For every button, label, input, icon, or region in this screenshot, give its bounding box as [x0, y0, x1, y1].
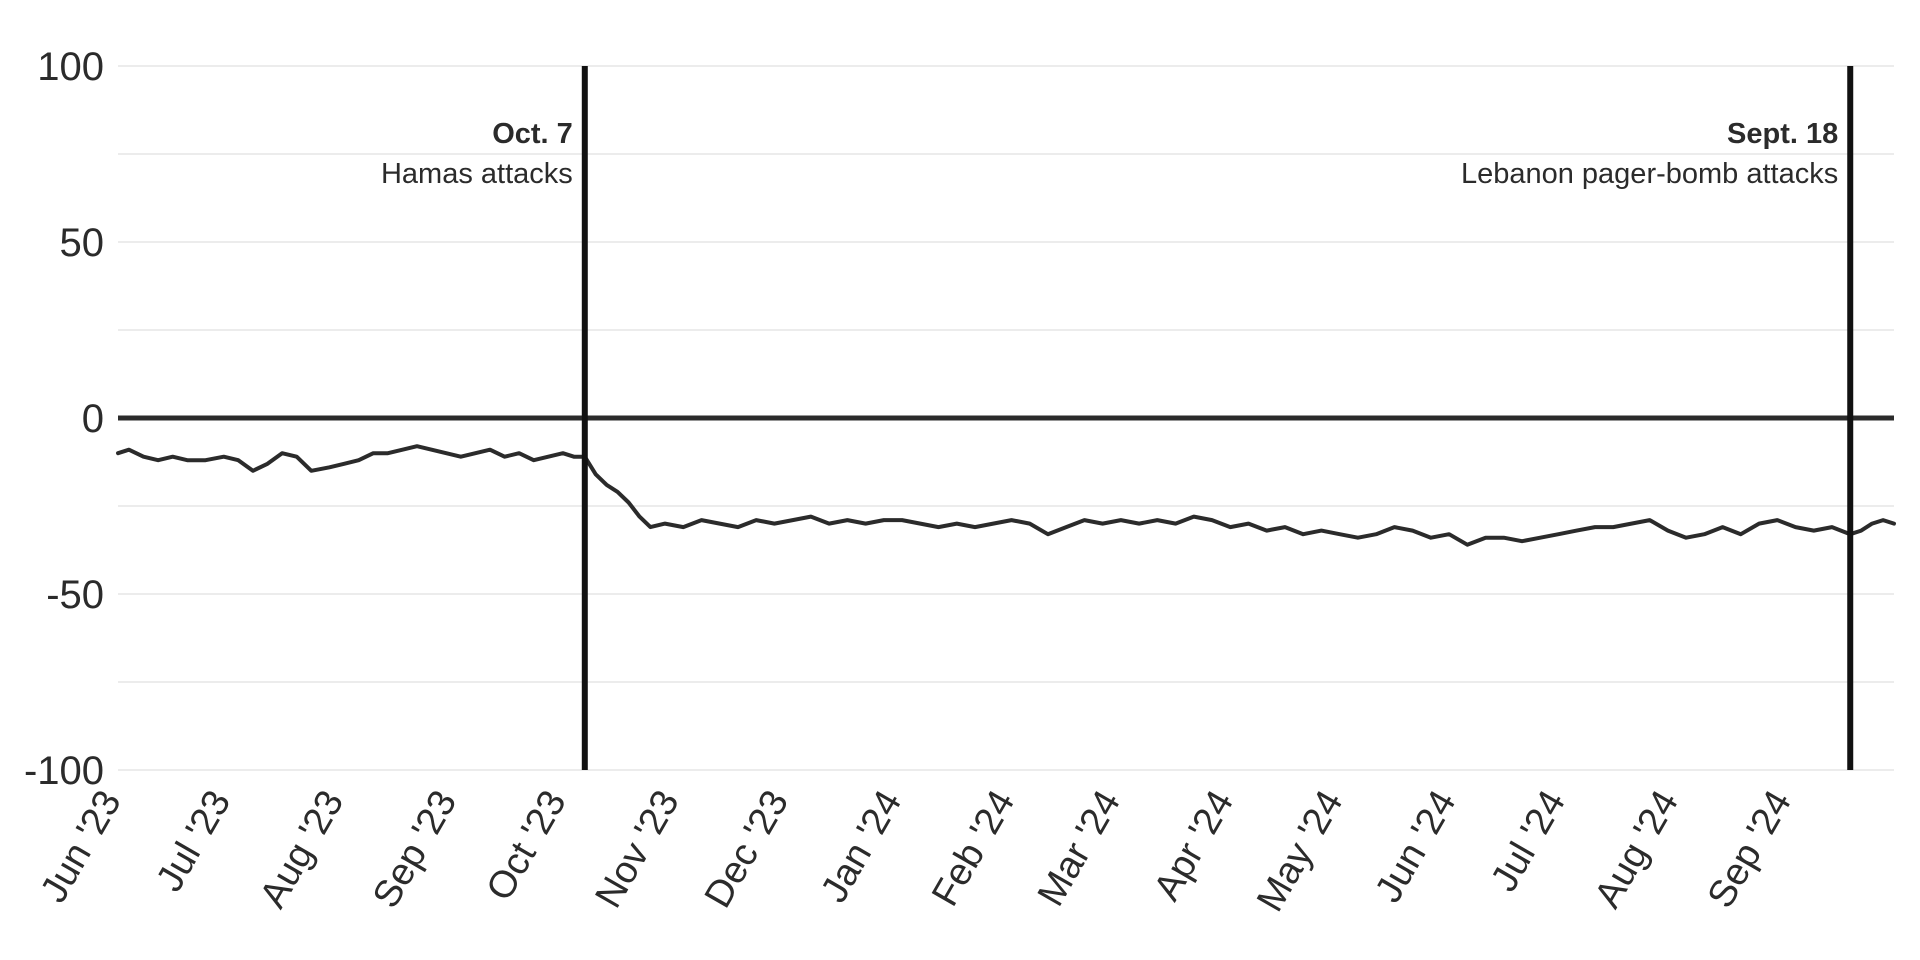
event-date-label: Sept. 18: [1727, 118, 1838, 150]
y-tick-label: 50: [60, 221, 105, 265]
y-axis-tick-labels: 100 50 0 -50 -100: [24, 45, 104, 793]
x-tick-label: Mar '24: [1030, 784, 1129, 914]
gridlines: [118, 65, 1894, 771]
series-layer: [116, 444, 1896, 547]
event-description-label: Lebanon pager-bomb attacks: [1461, 158, 1838, 190]
x-axis-tick-labels: Jun '23 Jul '23 Aug '23 Sep '23 Oct '23 Nov '…: [33, 784, 1800, 919]
x-tick-label: Aug '23: [252, 784, 352, 916]
event-description-label: Hamas attacks: [381, 158, 573, 190]
x-tick-label: Sep '24: [1700, 784, 1800, 916]
x-tick-label: Dec '23: [697, 784, 797, 916]
x-tick-label: Jul '24: [1483, 784, 1574, 899]
event-date-label: Oct. 7: [492, 118, 573, 150]
x-tick-label: Sep '23: [365, 784, 465, 916]
y-tick-label: -50: [46, 573, 104, 617]
x-tick-label: Jan '24: [813, 784, 910, 910]
x-tick-label: Jun '23: [33, 784, 130, 910]
series-line: [116, 444, 1896, 547]
x-tick-label: Oct '23: [479, 784, 575, 908]
x-tick-label: Feb '24: [924, 784, 1023, 914]
y-tick-label: 0: [82, 397, 104, 441]
x-tick-label: May '24: [1249, 784, 1351, 919]
x-tick-label: Aug '24: [1587, 784, 1687, 916]
x-tick-label: Nov '23: [588, 784, 688, 916]
x-tick-label: Jun '24: [1367, 784, 1464, 910]
x-tick-label: Apr '24: [1146, 784, 1242, 908]
x-tick-label: Jul '23: [148, 784, 239, 899]
y-tick-label: -100: [24, 749, 104, 793]
y-tick-label: 100: [37, 45, 104, 89]
event-annotations: Oct. 7 Hamas attacks Sept. 18 Lebanon pager…: [381, 66, 1854, 770]
